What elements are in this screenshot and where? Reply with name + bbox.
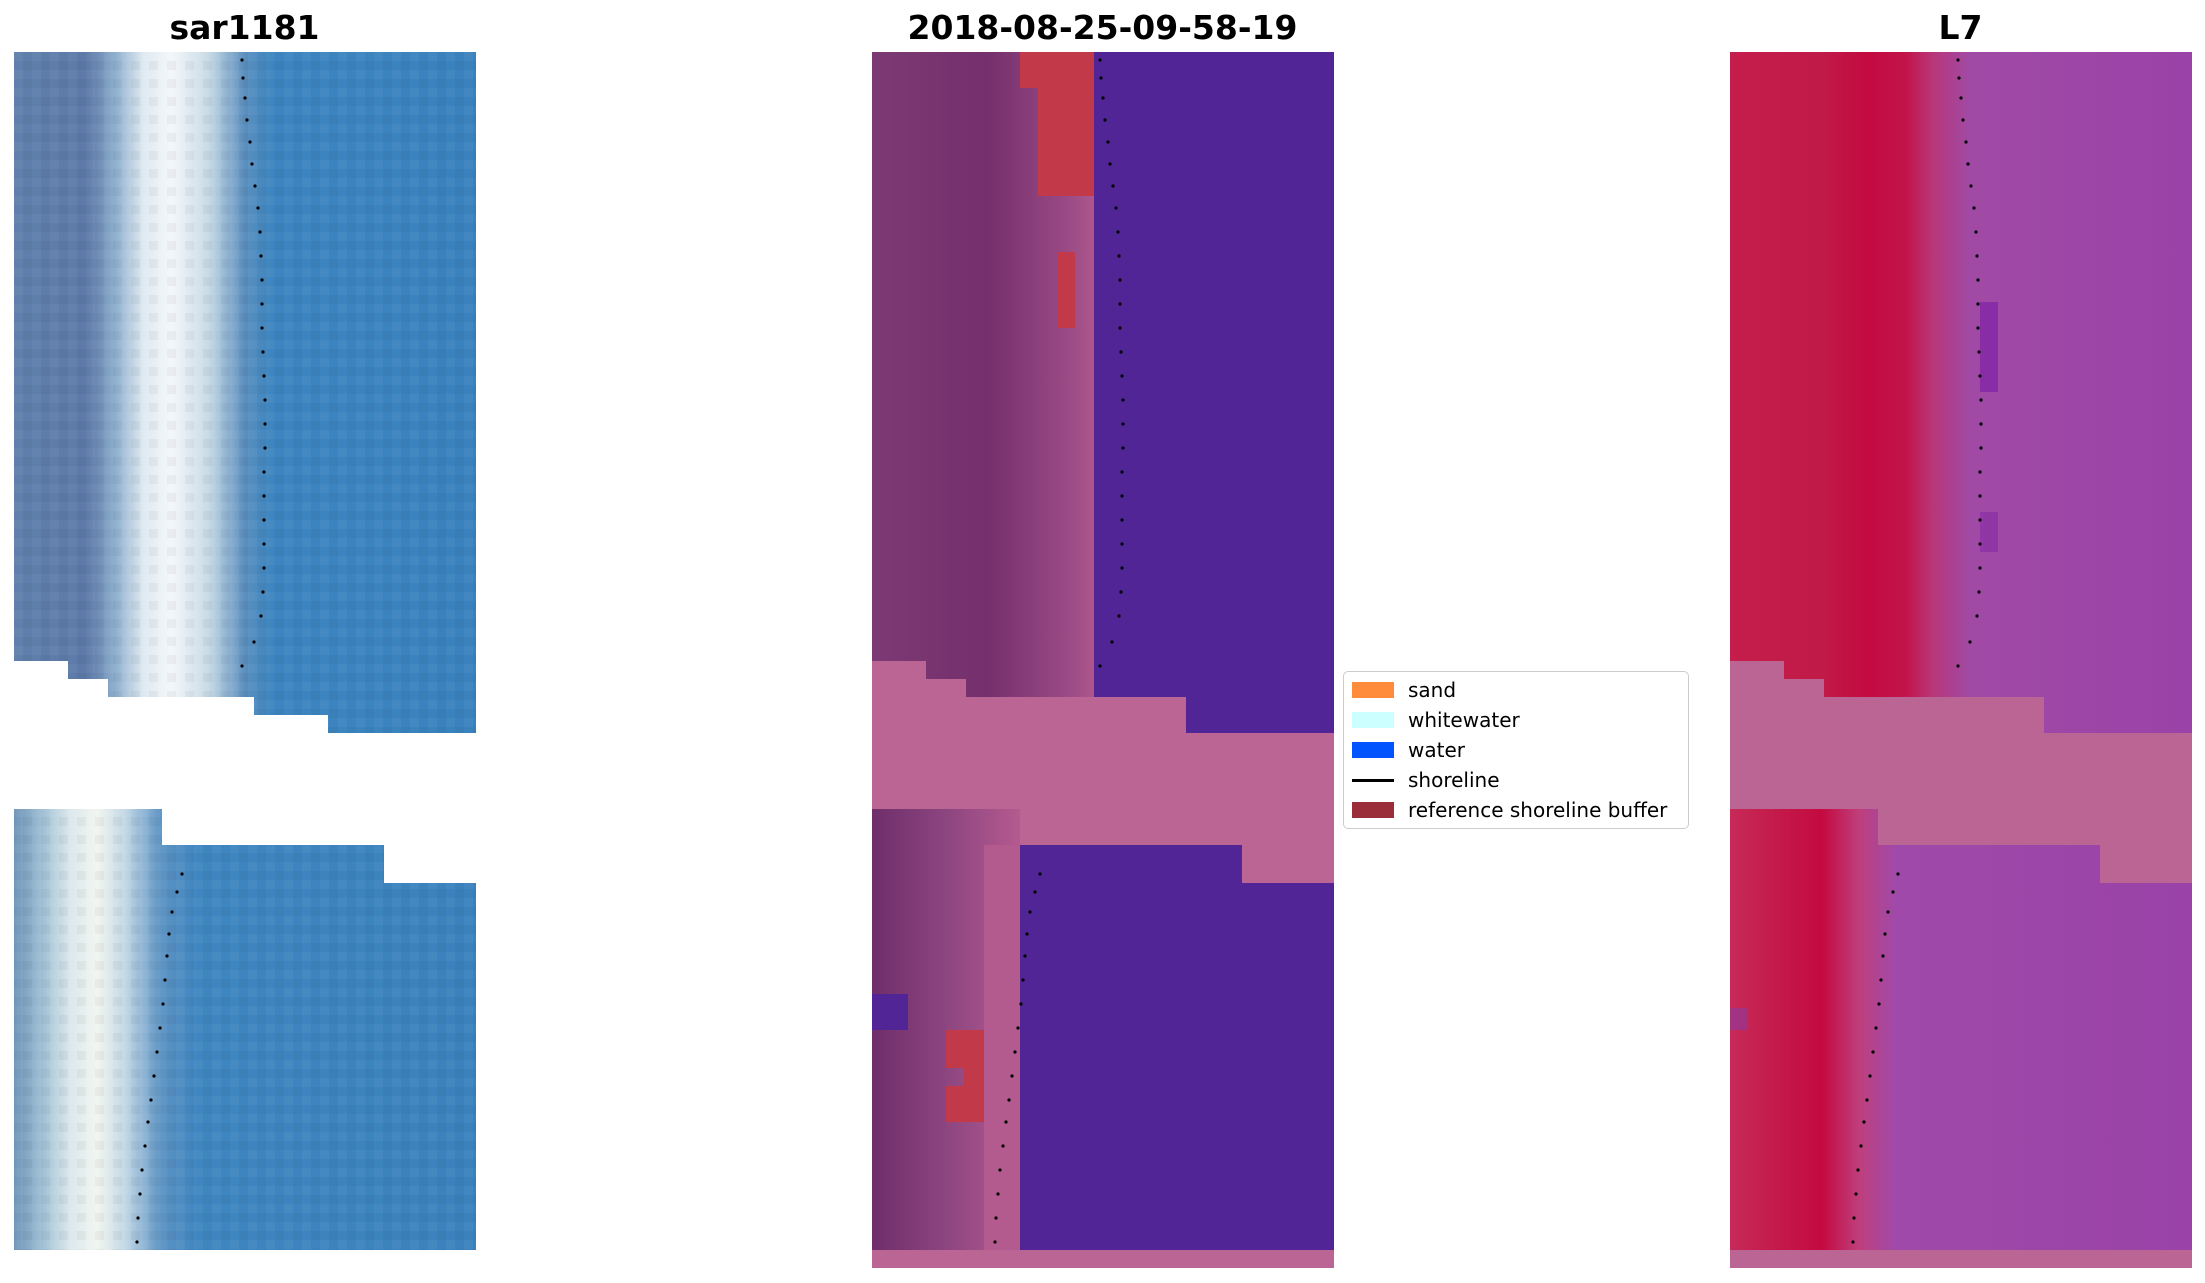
rgb-image-panel [14,52,476,1270]
shoreline-line-swatch [1352,778,1394,782]
water-swatch [1352,742,1394,758]
legend-item-water: water [1352,737,1465,763]
sand-swatch [1352,682,1394,698]
legend-label-sand: sand [1408,678,1457,702]
legend-label-reference-buffer: reference shoreline buffer [1408,798,1668,822]
whitewater-swatch [1352,712,1394,728]
panel-title-index: L7 [1938,8,1983,47]
legend-label-water: water [1408,738,1465,762]
classification-image-panel [872,52,1334,1270]
legend: sand whitewater water shoreline referenc… [1343,671,1689,829]
legend-item-reference-buffer: reference shoreline buffer [1352,797,1667,823]
rgb-image [14,52,476,1250]
legend-item-shoreline: shoreline [1352,767,1500,793]
legend-item-sand: sand [1352,677,1456,703]
index-image [1730,52,2192,1268]
panel-title-rgb: sar1181 [169,8,320,47]
legend-label-whitewater: whitewater [1408,708,1520,732]
classification-image [872,52,1334,1268]
reference-buffer-swatch [1352,802,1394,818]
panel-title-classification: 2018-08-25-09-58-19 [907,8,1298,47]
index-image-panel [1730,52,2192,1270]
legend-label-shoreline: shoreline [1408,768,1500,792]
legend-item-whitewater: whitewater [1352,707,1520,733]
